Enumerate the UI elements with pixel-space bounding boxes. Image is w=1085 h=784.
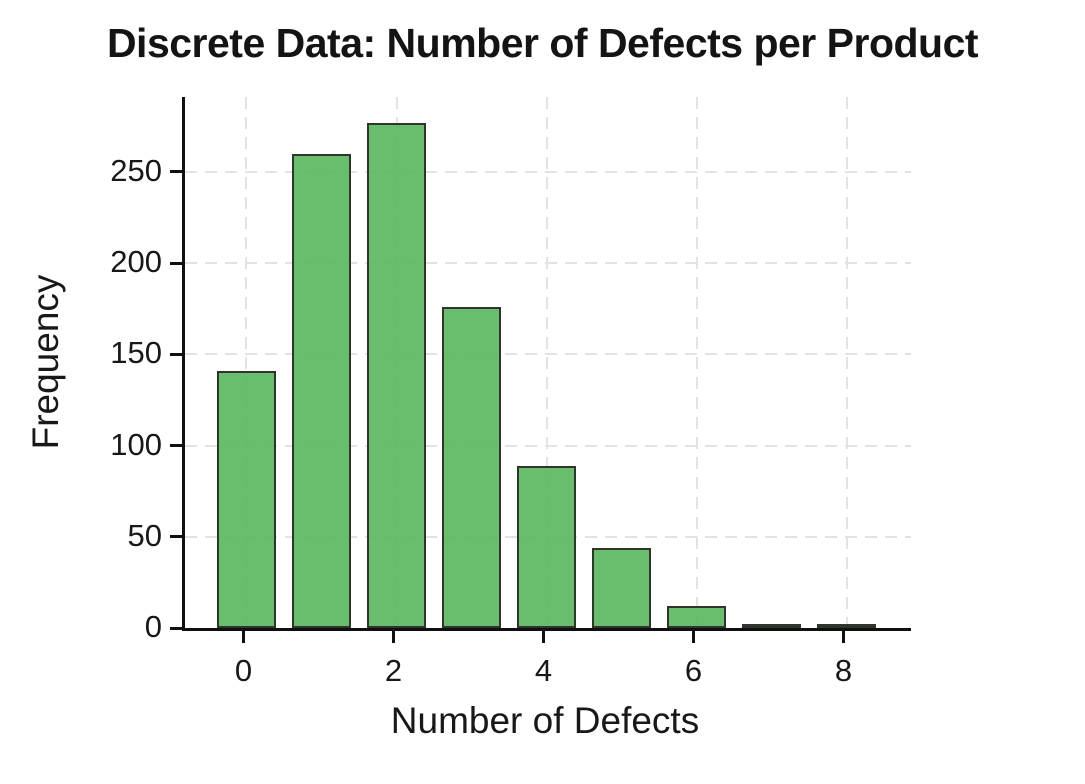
x-tick-4 [542,631,545,643]
x-tick-6 [692,631,695,643]
x-axis-label: Number of Defects [390,700,700,741]
gridline-y-200 [185,262,911,265]
gridline-x-4 [545,97,548,628]
y-tick-100 [170,444,182,448]
bar-x7 [741,624,802,628]
y-tick-label-200: 200 [110,244,162,280]
y-tick-label-50: 50 [127,517,162,553]
bar-x4 [516,465,577,628]
y-tick-label-0: 0 [144,609,162,644]
y-axis-label: Frequency [25,274,66,450]
bar-x5 [591,547,652,628]
y-tick-150 [170,352,182,356]
x-tick-8 [842,631,845,643]
bar-x6 [666,606,727,628]
x-tick-label-8: 8 [834,653,853,688]
gridline-y-100 [185,444,911,447]
y-tick-label-150: 150 [110,335,162,371]
gridline-x-0 [245,97,248,628]
x-tick-2 [392,631,395,643]
y-tick-200 [170,261,182,265]
y-tick-50 [170,535,182,539]
bar-x1 [291,153,352,628]
x-tick-label-2: 2 [384,653,403,688]
gridline-x-6 [695,97,698,628]
x-tick-0 [242,631,245,643]
bar-x3 [441,306,502,628]
gridline-y-250 [185,170,911,173]
bar-x0 [216,370,277,628]
x-tick-label-0: 0 [234,653,253,688]
y-tick-250 [170,170,182,174]
x-tick-label-4: 4 [534,653,553,688]
y-tick-label-100: 100 [110,426,162,462]
y-tick-label-250: 250 [110,152,162,188]
bar-x2 [366,122,427,628]
chart-title: Discrete Data: Number of Defects per Pro… [106,20,979,66]
y-tick-0 [170,626,182,630]
bar-x8 [816,624,877,628]
plot-area [182,97,911,631]
x-tick-label-6: 6 [684,653,703,688]
gridline-x-8 [845,97,848,628]
gridline-y-150 [185,353,911,356]
